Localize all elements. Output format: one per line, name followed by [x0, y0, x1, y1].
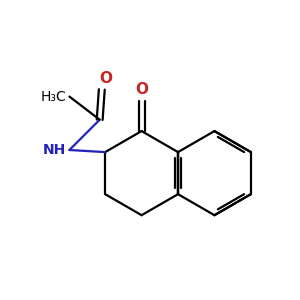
- Text: H₃C: H₃C: [40, 90, 66, 104]
- Text: O: O: [135, 82, 148, 98]
- Text: NH: NH: [43, 143, 66, 157]
- Text: O: O: [100, 71, 112, 86]
